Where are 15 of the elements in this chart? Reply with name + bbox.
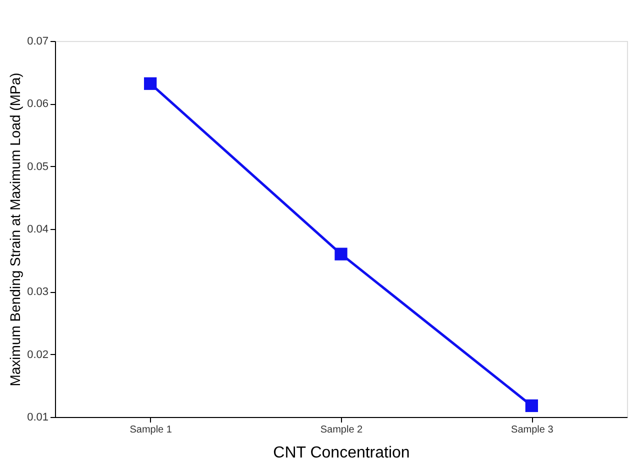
- point: [144, 77, 157, 90]
- x-axis-title: CNT Concentration: [273, 444, 410, 462]
- x-tick-label: Sample 3: [511, 424, 554, 436]
- y-tick-label: 0.02: [27, 348, 48, 361]
- y-tick-label: 0.06: [27, 98, 48, 110]
- y-tick-label: 0.03: [27, 286, 48, 298]
- y-tick-label: 0.01: [27, 412, 48, 424]
- point: [525, 399, 538, 412]
- x-tick-label: Sample 1: [130, 424, 172, 436]
- x-tick-label: Sample 2: [320, 424, 364, 436]
- point: [334, 248, 348, 260]
- y-tick-label: 0.05: [27, 160, 48, 173]
- y-axis-title: Maximum Bending Strain at Maximum Load (MPa): [7, 72, 24, 386]
- y-tick-label: 0.07: [27, 36, 48, 48]
- y-tick-label: 0.04: [27, 224, 48, 236]
